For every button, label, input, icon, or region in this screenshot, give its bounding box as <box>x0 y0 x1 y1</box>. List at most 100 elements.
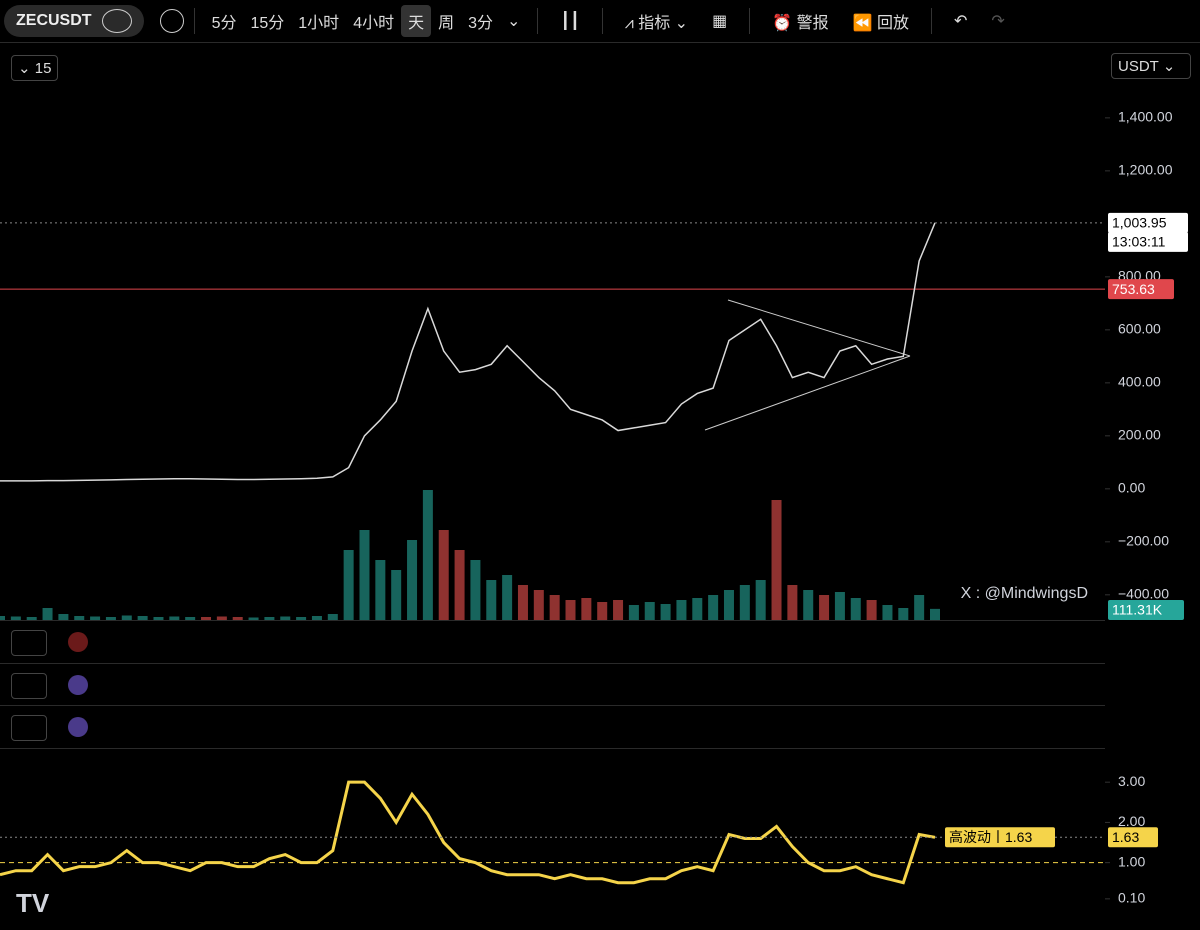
status-label-box <box>945 827 1055 848</box>
expand-button[interactable] <box>11 630 47 656</box>
volume-bar <box>834 592 845 620</box>
countdown: 13:03:11 <box>1112 234 1166 250</box>
volume-bar <box>644 602 655 620</box>
price-line <box>0 780 936 885</box>
volume-bar <box>502 575 513 620</box>
interval[interactable]: 4小时 <box>353 15 395 32</box>
volume-bar <box>882 605 893 620</box>
add-button[interactable] <box>159 9 184 33</box>
volume-bar <box>819 595 830 620</box>
indicators: 指标 <box>638 15 671 32</box>
price-line <box>0 222 936 482</box>
volume-bar <box>359 530 370 620</box>
interval[interactable]: 1小时 <box>298 15 340 32</box>
undo[interactable]: ↶ <box>953 13 968 30</box>
volume-bar <box>676 600 687 620</box>
volume-bar <box>549 595 560 620</box>
volume-bar <box>708 595 719 620</box>
pane-divider <box>0 748 1105 749</box>
separator <box>601 8 603 34</box>
y-tick-label: 600.00 <box>1118 321 1161 337</box>
volume-bar <box>422 490 433 620</box>
y-tick-label: 0.10 <box>1118 890 1145 906</box>
candle-icon[interactable]: ┃┃ <box>560 13 580 30</box>
y-tick-label: 200.00 <box>1118 427 1161 443</box>
volume-bar <box>438 530 449 620</box>
last-value-label: 1,003.95 <box>1112 215 1167 231</box>
level-label: 753.63 <box>1112 281 1155 297</box>
alert-button[interactable]: ⏰ 警报 <box>772 15 829 32</box>
volume-bar <box>755 580 766 620</box>
indicator-row <box>0 705 1105 748</box>
status-label: 高波动丨1.63 <box>949 829 1032 845</box>
volume-bar <box>391 570 402 620</box>
layout-icon[interactable]: ▦ <box>712 13 728 30</box>
volume-bar <box>343 550 354 620</box>
trend-line <box>704 355 911 431</box>
volume-bar <box>771 500 782 620</box>
volume-bar <box>866 600 877 620</box>
volume-bar <box>486 580 497 620</box>
replay: 回放 <box>876 15 909 32</box>
expand-button[interactable] <box>11 715 47 741</box>
volume-bar <box>850 598 861 620</box>
symbol: ZECUSDT <box>16 12 92 29</box>
indicators-button[interactable]: ⩘ 指标 ⌄ <box>624 15 689 32</box>
last-value-label: 1.63 <box>1112 829 1139 845</box>
volume-bar <box>898 608 909 620</box>
indicator-row <box>0 663 1105 706</box>
volume-bar <box>597 602 608 620</box>
diamond-icon[interactable] <box>101 9 132 33</box>
volume-bar <box>42 608 53 620</box>
level-label-box <box>1108 279 1174 300</box>
volume-bar <box>613 600 624 620</box>
volume-bar <box>454 550 465 620</box>
watermark: X : @MindwingsD <box>961 585 1088 602</box>
y-tick-label: 1,200.00 <box>1118 162 1173 178</box>
interval[interactable]: 5分 <box>211 15 237 32</box>
volume-bar <box>517 585 528 620</box>
separator <box>930 8 932 34</box>
y-tick-label: 0.00 <box>1118 480 1145 496</box>
currency: USDT <box>1118 58 1159 75</box>
y-tick-label: 3.00 <box>1118 773 1145 789</box>
indicator-row <box>0 620 1105 663</box>
volume-label: 111.31K <box>1112 602 1163 618</box>
volume-bar <box>628 605 639 620</box>
y-tick-label: −400.00 <box>1118 586 1169 602</box>
volume-bar <box>930 608 940 620</box>
interval[interactable]: 周 <box>438 15 455 32</box>
interval-input[interactable]: ⌄ 15 <box>11 55 59 81</box>
y-tick-label: 1.00 <box>1118 853 1145 869</box>
last-value-label-box <box>1108 827 1158 848</box>
expand-button[interactable] <box>11 673 47 699</box>
currency-select[interactable]: USDT ⌄ <box>1111 53 1191 79</box>
separator <box>193 8 195 34</box>
volume-bar <box>565 600 576 620</box>
interval[interactable]: 3分 <box>468 15 494 32</box>
y-tick-label: 1,400.00 <box>1118 109 1173 125</box>
warning-icon <box>68 632 88 652</box>
logo: TV <box>16 888 50 918</box>
volume-bar <box>581 598 592 620</box>
redo[interactable]: ↷ <box>991 13 1005 30</box>
volume-bar <box>739 585 750 620</box>
interval-value: 15 <box>34 60 52 77</box>
interval[interactable]: 15分 <box>250 15 285 32</box>
replay-button[interactable]: ⏪ 回放 <box>852 15 909 32</box>
interval[interactable]: 天 <box>401 5 432 37</box>
volume-bar <box>660 604 671 620</box>
volume-bar <box>692 598 703 620</box>
dropdown[interactable]: ⌄ <box>507 13 521 30</box>
toolbar: ZECUSDT 5分 15分 1小时 4小时 天 周 3分 ⌄ ┃┃ ⩘ 指标 … <box>0 0 1200 43</box>
volume-bar <box>723 590 734 620</box>
volume-bar <box>787 585 798 620</box>
volume-bar <box>533 590 544 620</box>
y-tick-label: 400.00 <box>1118 374 1161 390</box>
refresh-icon <box>68 717 88 737</box>
symbol-button[interactable]: ZECUSDT <box>4 5 144 37</box>
separator <box>749 8 751 34</box>
volume-bar <box>407 540 418 620</box>
